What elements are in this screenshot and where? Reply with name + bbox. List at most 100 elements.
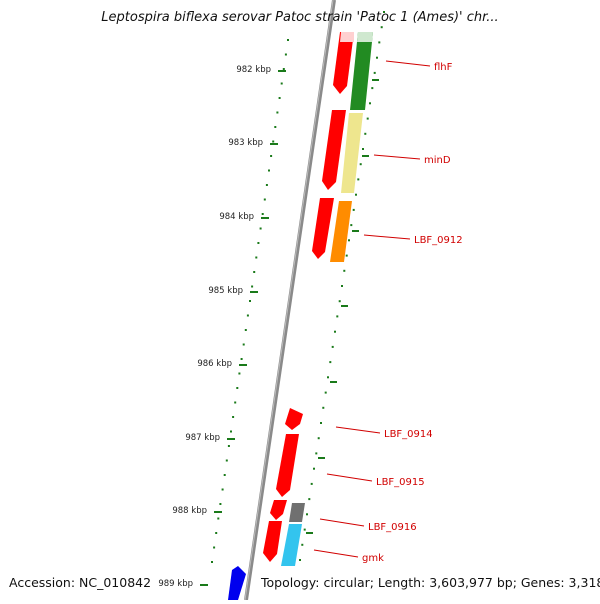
cds-feature[interactable] (270, 500, 287, 520)
gene-label-minD[interactable]: minD (373, 154, 451, 166)
ruler-dot (287, 39, 289, 41)
ruler-dot (306, 513, 308, 516)
gene-feature-LBF_0912[interactable] (330, 201, 352, 262)
ruler-dot (244, 329, 247, 331)
ruler-dot (223, 474, 226, 476)
gene-label-text: LBF_0914 (384, 429, 433, 440)
gene-label-LBF_0916[interactable]: LBF_0916 (319, 518, 417, 533)
ruler-dot (320, 422, 322, 424)
backbone-line (244, 0, 336, 601)
tick-label: 986 kbp (197, 359, 232, 369)
ruler-dot (299, 559, 301, 561)
ruler-dot (322, 406, 325, 409)
ruler-dot (261, 213, 264, 215)
ruler-dot (219, 503, 222, 505)
ruler-dot (380, 26, 383, 29)
backbone-highlight (244, 0, 334, 601)
gene-feature-gmk[interactable] (281, 524, 302, 566)
tick-label: 988 kbp (172, 506, 207, 516)
ruler-dot (272, 140, 275, 143)
tick-label: 982 kbp (236, 65, 271, 75)
ruler-dot (251, 285, 254, 288)
tick-label: 989 kbp (158, 579, 193, 589)
gene-label-LBF_0914[interactable]: LBF_0914 (335, 426, 433, 440)
ruler-dot (211, 561, 213, 563)
right-ruler-ticks (306, 79, 379, 534)
gene-feature-LBF_0916[interactable] (289, 503, 305, 522)
ruler-dot (232, 416, 235, 418)
ruler-dot (334, 330, 336, 333)
ruler-dot (227, 445, 230, 447)
ruler-dot (350, 224, 353, 227)
cds-feature[interactable] (276, 434, 299, 497)
ruler-dot (270, 155, 273, 157)
kbp-ticks: 982 kbp 983 kbp 984 kbp 985 kbp 986 kbp … (158, 65, 286, 589)
ruler-dot (383, 11, 385, 13)
ruler-dot (308, 498, 311, 501)
ruler-dot (341, 285, 343, 287)
cds-feature[interactable] (333, 32, 354, 94)
ruler-dot (364, 132, 367, 135)
ruler-dot (230, 430, 232, 433)
ruler-dot (317, 437, 320, 440)
map-title: Leptospira biflexa serovar Patoc strain … (101, 10, 499, 25)
ruler-dot (352, 208, 355, 211)
ruler-dot (242, 343, 245, 346)
tick-987kbp: 987 kbp (185, 433, 235, 443)
cds-feature[interactable] (322, 110, 346, 190)
ruler-dot (355, 193, 357, 196)
gene-feature-flhF[interactable] (350, 32, 373, 110)
ruler-dot (338, 300, 341, 303)
gene-label-LBF_0912[interactable]: LBF_0912 (363, 234, 463, 246)
ruler-dot (324, 391, 327, 394)
ruler-dot (371, 87, 374, 90)
tick-988kbp: 988 kbp (172, 506, 222, 516)
tick-label: 983 kbp (228, 138, 263, 148)
ruler-dot (280, 82, 283, 85)
topology-text: Topology: circular; Length: 3,603,977 bp… (261, 575, 600, 590)
ruler-dot (221, 488, 224, 491)
tick-label: 985 kbp (208, 286, 243, 296)
ruler-dot (249, 300, 251, 302)
gene-feature-minD[interactable] (341, 113, 363, 193)
ruler-dot (213, 546, 216, 549)
ruler-dot (373, 71, 376, 74)
tick-984kbp: 984 kbp (219, 212, 269, 222)
cds-feature[interactable] (263, 521, 282, 562)
cds-feature-fade (340, 32, 354, 42)
tick-label: 984 kbp (219, 212, 254, 222)
gene-label-LBF_0915[interactable]: LBF_0915 (326, 473, 425, 488)
ruler-dot (236, 387, 239, 389)
ruler-dots-inner (299, 11, 385, 561)
ruler-dot (246, 314, 249, 317)
ruler-dot (357, 178, 360, 181)
ruler-dot (310, 482, 313, 485)
ruler-dot (276, 111, 279, 114)
ruler-dot (268, 169, 270, 172)
ruler-dot (259, 227, 262, 230)
ruler-dot (345, 254, 348, 257)
ruler-dot (278, 97, 281, 99)
tick-label: 987 kbp (185, 433, 220, 443)
ruler-dot (225, 459, 228, 462)
ruler-dot (348, 239, 350, 242)
tick-986kbp: 986 kbp (197, 359, 247, 369)
cds-feature[interactable] (285, 408, 303, 430)
tick-989kbp: 989 kbp (158, 579, 208, 589)
gene-track (228, 32, 373, 600)
gene-label-text: LBF_0915 (376, 477, 425, 488)
ruler-dots-outer (211, 39, 289, 563)
cds-track (263, 32, 354, 562)
ruler-dot (263, 198, 266, 201)
ruler-dot (257, 242, 260, 244)
ruler-dot (362, 148, 364, 150)
gene-label-flhF[interactable]: flhF (385, 60, 453, 73)
gene-label-gmk[interactable]: gmk (313, 549, 384, 564)
ruler-dot (253, 271, 256, 273)
cds-feature[interactable] (312, 198, 334, 259)
ruler-dot (284, 53, 287, 56)
gene-feature-other-strand[interactable] (228, 566, 246, 600)
ruler-dot (315, 452, 318, 455)
ruler-dot (255, 256, 258, 259)
